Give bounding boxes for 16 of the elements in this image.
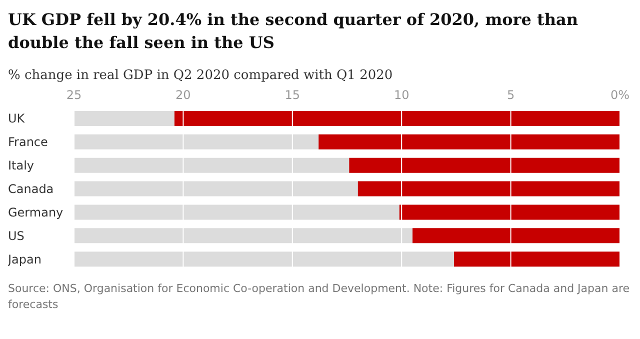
- chart-title: UK GDP fell by 20.4% in the second quarter of 2020, more than double the fall seen in the US: [8, 9, 579, 54]
- y-tick-label: France: [8, 135, 48, 150]
- y-tick-label: Italy: [8, 158, 34, 173]
- x-tick-label: 5: [506, 88, 515, 102]
- chart-subtitle: % change in real GDP in Q2 2020 compared with Q1 2020: [8, 68, 394, 83]
- y-tick-label: US: [8, 228, 24, 243]
- x-tick-label: 20: [176, 88, 191, 102]
- bar: [454, 252, 620, 267]
- y-tick-label: Germany: [8, 205, 64, 220]
- y-tick-label: Canada: [8, 182, 54, 196]
- y-tick-label: UK: [8, 112, 26, 126]
- source-note: Source: ONS, Organisation for Economic Co-operation and Development. Note: Figures for Canada and Japan are forecasts: [8, 281, 631, 313]
- x-tick-label: 15: [284, 88, 300, 102]
- x-tick-label: 25: [66, 88, 82, 102]
- x-tick-label: 0%: [610, 88, 630, 102]
- x-tick-label: 10: [394, 88, 410, 102]
